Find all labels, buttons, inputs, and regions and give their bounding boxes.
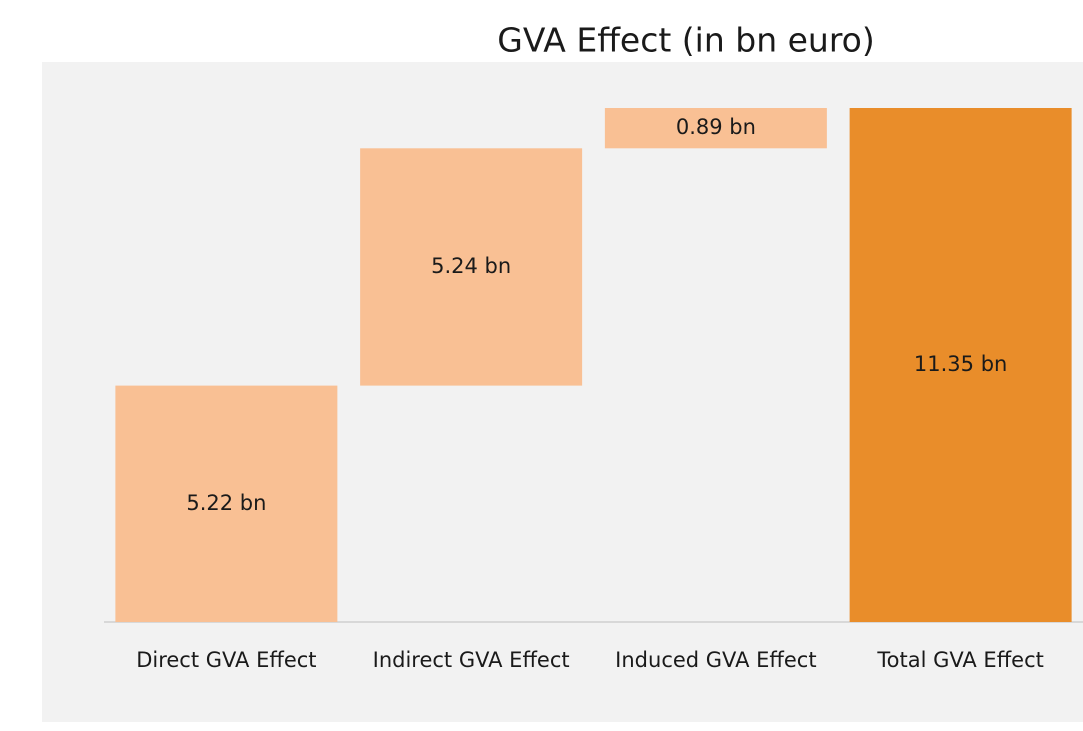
bar <box>115 385 338 622</box>
x-tick-label: Direct GVA Effect <box>136 648 316 672</box>
chart-title: GVA Effect (in bn euro) <box>497 21 875 60</box>
data-label: 5.24 bn <box>431 254 511 278</box>
data-label: 11.35 bn <box>914 352 1007 376</box>
data-label: 0.89 bn <box>676 115 756 139</box>
x-tick-label: Induced GVA Effect <box>615 648 816 672</box>
x-tick-label: Indirect GVA Effect <box>373 648 570 672</box>
bar <box>604 108 827 149</box>
bar <box>360 148 583 386</box>
data-label: 5.22 bn <box>186 491 266 515</box>
bar <box>849 108 1072 622</box>
x-tick-label: Total GVA Effect <box>876 648 1044 672</box>
